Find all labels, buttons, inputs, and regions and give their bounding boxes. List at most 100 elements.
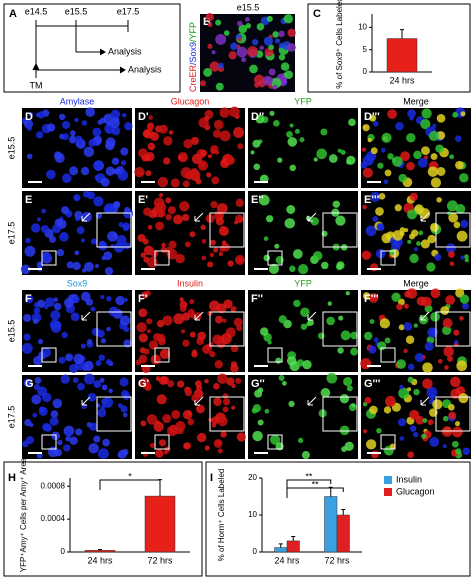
- cell: [214, 150, 220, 155]
- cell: [245, 23, 252, 29]
- cell: [148, 115, 153, 120]
- cell: [52, 398, 63, 409]
- cell: [346, 155, 356, 165]
- cell: [236, 325, 243, 332]
- cell: [183, 442, 191, 450]
- cell: [87, 392, 97, 402]
- cell: [118, 221, 124, 228]
- cell: [392, 156, 403, 167]
- legend-label: Insulin: [396, 474, 422, 484]
- cell: [207, 43, 213, 49]
- cell: [177, 151, 189, 163]
- inset-box: [41, 347, 57, 363]
- cell: [206, 172, 212, 178]
- cell: [108, 306, 119, 317]
- analysis-label: Analysis: [128, 64, 162, 74]
- panel-letter: D''': [364, 111, 380, 123]
- cell: [384, 395, 396, 407]
- cell: [340, 330, 351, 341]
- cell: [421, 108, 432, 119]
- cell: [332, 200, 340, 208]
- cell: [341, 446, 347, 453]
- panel-c-frame: [307, 3, 471, 93]
- bar: [386, 38, 418, 73]
- cell: [370, 191, 381, 202]
- panel-letter: D'': [251, 111, 265, 123]
- cell: [106, 295, 112, 302]
- cell: [220, 431, 227, 438]
- row-age: e17.5: [6, 222, 16, 245]
- cell: [187, 418, 195, 426]
- cell: [158, 439, 167, 447]
- cell: [370, 147, 378, 155]
- cell: [23, 333, 31, 341]
- cell: [104, 203, 115, 214]
- cell: [364, 396, 372, 404]
- bar: [84, 550, 116, 553]
- cell: [143, 348, 150, 355]
- cell: [236, 432, 246, 442]
- cell: [88, 138, 97, 147]
- cell: [112, 168, 118, 174]
- y-tick-label: 0: [253, 547, 258, 556]
- cell: [445, 243, 456, 254]
- cell: [167, 380, 175, 388]
- cell: [297, 437, 304, 443]
- cell: [237, 257, 243, 263]
- cell: [72, 377, 79, 384]
- cell: [339, 425, 350, 436]
- cell: [183, 138, 193, 149]
- cell: [153, 421, 164, 432]
- cell: [87, 338, 93, 345]
- cell: [264, 408, 270, 414]
- cell: [73, 353, 84, 365]
- cell: [23, 378, 33, 388]
- cell: [201, 255, 207, 261]
- cell: [61, 331, 68, 339]
- cell: [95, 360, 102, 367]
- cell: [235, 377, 242, 385]
- cell: [41, 208, 47, 214]
- cell: [294, 128, 300, 134]
- cell: [54, 152, 65, 163]
- y-tick-label: 0: [61, 547, 66, 556]
- cell: [209, 252, 215, 258]
- cell: [175, 253, 185, 264]
- cell: [199, 161, 205, 167]
- cell: [75, 135, 83, 144]
- inset: [435, 311, 471, 347]
- bar: [336, 514, 350, 553]
- inset-box: [380, 347, 396, 363]
- cell: [247, 46, 258, 58]
- cell: [223, 30, 230, 36]
- cell: [409, 425, 417, 432]
- cell: [207, 22, 213, 28]
- micrograph: [248, 375, 358, 459]
- cell: [142, 238, 149, 245]
- significance-bracket: [286, 487, 344, 498]
- cell: [460, 255, 465, 260]
- y-axis-label: YFP⁺Amy⁺ Cells per Amy⁺ Area: [19, 457, 28, 572]
- cell: [65, 436, 71, 442]
- error-bar: [328, 486, 333, 497]
- row-age: e15.5: [6, 320, 16, 343]
- cell: [277, 157, 283, 163]
- cell: [416, 296, 427, 306]
- cell: [179, 201, 190, 212]
- cell: [81, 268, 87, 273]
- y-axis-label: % of Sox9⁺ Cells Labeled: [335, 0, 344, 89]
- cell: [327, 301, 332, 306]
- cell: [300, 307, 310, 317]
- cell: [62, 133, 69, 141]
- inset-box: [41, 250, 57, 266]
- cell: [326, 316, 335, 326]
- arrow: [194, 212, 204, 222]
- cell: [20, 264, 31, 275]
- cell: [398, 387, 410, 399]
- cell: [452, 111, 459, 118]
- cell: [442, 325, 452, 336]
- cell: [200, 224, 206, 231]
- column-header: Glucagon: [171, 96, 210, 106]
- cell: [119, 315, 131, 326]
- cell: [403, 348, 408, 353]
